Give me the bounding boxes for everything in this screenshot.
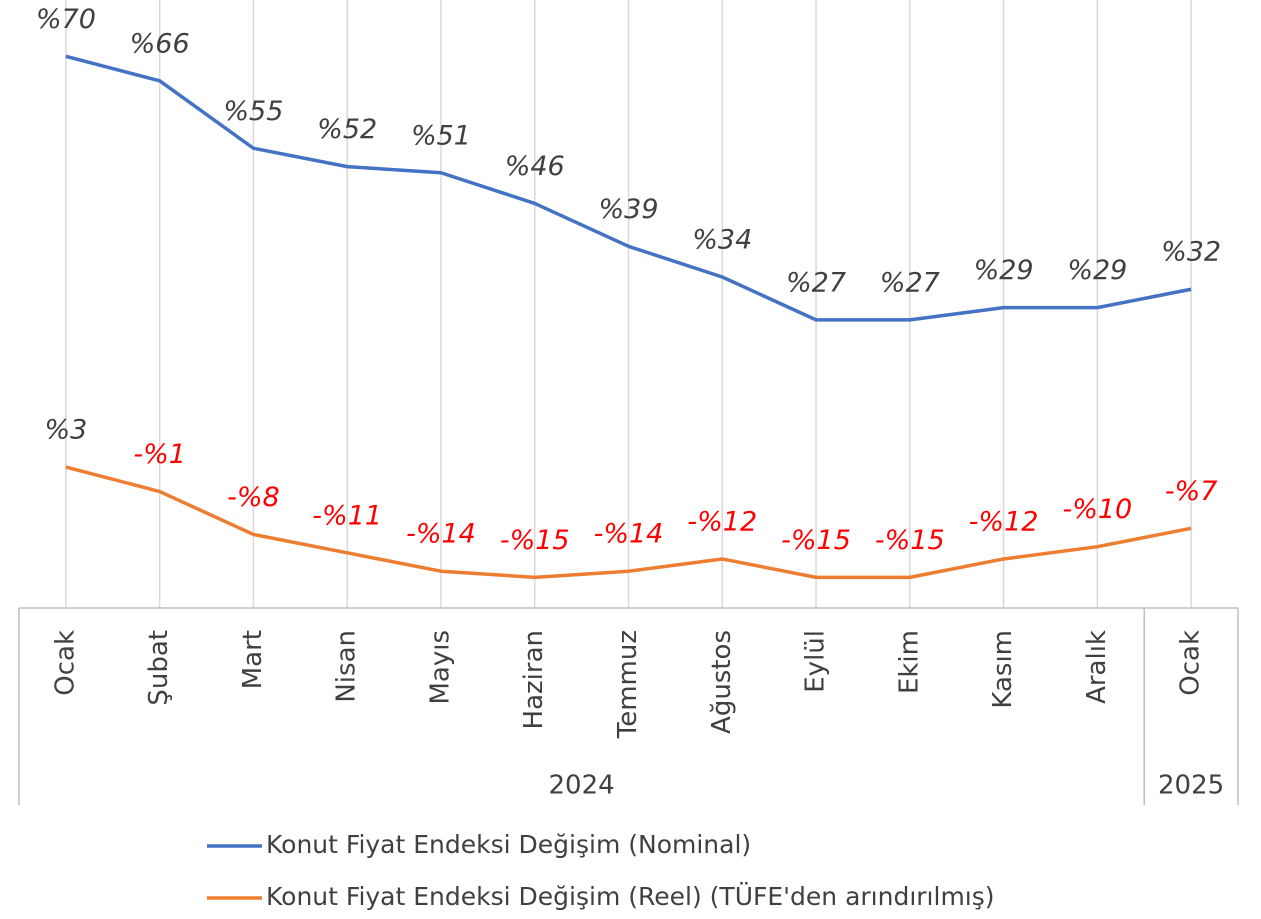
data-label: %51 [411, 120, 471, 151]
data-label: -%7 [1165, 476, 1218, 507]
x-tick-label: Mart [238, 630, 268, 689]
data-label: %27 [880, 267, 940, 298]
x-tick-label: Aralık [1082, 630, 1112, 704]
line [65, 54, 1192, 322]
legend-label: Konut Fiyat Endeksi Değişim (Reel) (TÜFE… [266, 882, 995, 911]
data-label: %34 [692, 224, 752, 255]
data-label: %39 [598, 194, 658, 225]
x-tick-label: Şubat [144, 630, 174, 706]
line [65, 465, 1192, 580]
data-label: %27 [786, 267, 846, 298]
legend-label: Konut Fiyat Endeksi Değişim (Nominal) [266, 830, 751, 859]
data-label: %70 [36, 4, 96, 35]
data-label: -%14 [406, 519, 476, 550]
data-label: %32 [1161, 237, 1221, 268]
data-label: %46 [505, 151, 565, 182]
data-label: -%11 [312, 500, 382, 531]
x-tick-label: Ekim [894, 630, 924, 694]
data-label: -%15 [500, 525, 570, 556]
group-label: 2024 [549, 771, 615, 801]
x-tick-label: Ağustos [707, 630, 737, 734]
x-tick-label: Temmuz [613, 630, 643, 739]
x-tick-label: Nisan [332, 630, 362, 703]
data-label: %66 [130, 28, 190, 59]
data-label: %3 [44, 415, 87, 446]
data-label: %52 [317, 114, 377, 145]
x-tick-label: Mayıs [425, 630, 455, 705]
x-tick-label: Ocak [50, 630, 80, 696]
data-label: %55 [223, 96, 283, 127]
data-label: %29 [974, 255, 1034, 286]
x-tick-label: Ocak [1176, 630, 1206, 696]
x-tick-label: Haziran [519, 630, 549, 729]
data-label: %29 [1067, 255, 1127, 286]
data-label: -%1 [133, 439, 186, 470]
data-label: -%10 [1062, 494, 1132, 525]
x-tick-label: Kasım [988, 630, 1018, 709]
group-label: 2025 [1158, 771, 1224, 801]
data-label: -%12 [969, 506, 1039, 537]
data-label: -%8 [227, 482, 280, 513]
x-tick-label: Eylül [801, 630, 831, 693]
data-label: -%12 [687, 506, 757, 537]
data-label: -%15 [875, 525, 945, 556]
data-label: -%14 [594, 519, 664, 550]
data-label: -%15 [781, 525, 851, 556]
